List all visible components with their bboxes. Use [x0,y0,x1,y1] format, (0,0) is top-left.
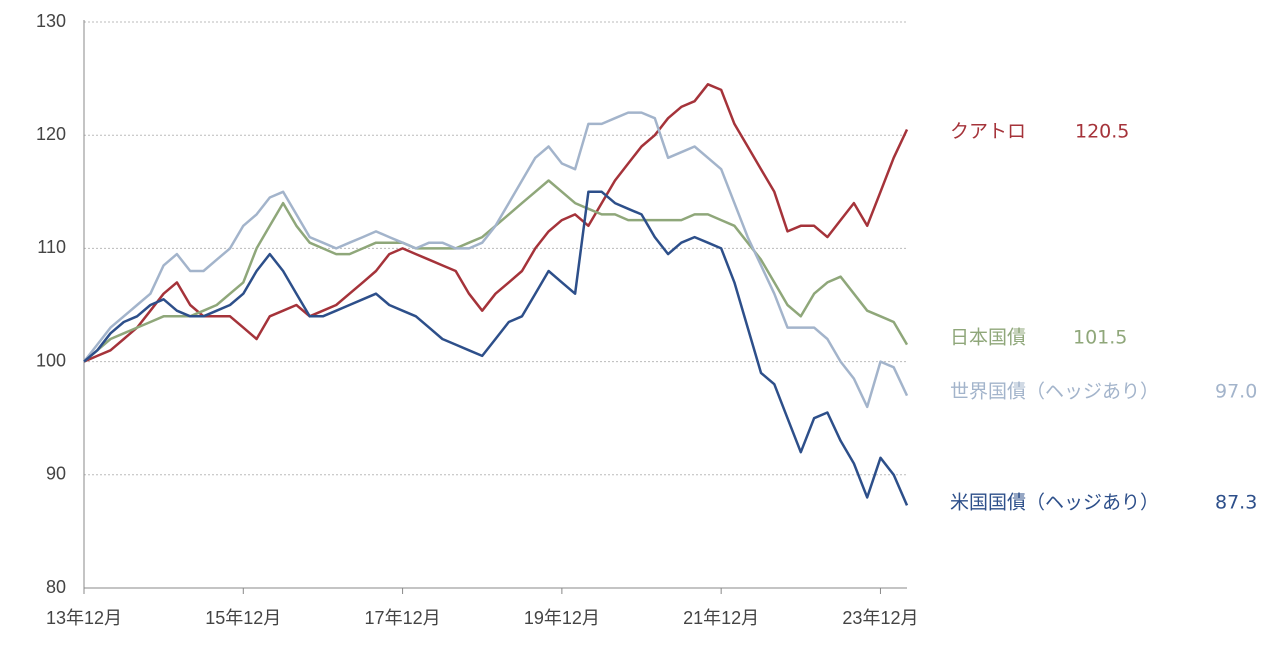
x-tick-label: 17年12月 [365,608,441,628]
series-line [83,190,909,506]
x-tick-label: 19年12月 [524,608,600,628]
end-value-label: 97.0 [1215,381,1257,403]
end-value-label: 101.5 [1073,327,1127,349]
legend-label: 世界国債（ヘッジあり） [950,381,1159,403]
x-tick-label: 13年12月 [46,608,122,628]
y-tick-label: 120 [36,124,66,144]
series-line [83,83,909,363]
x-tick-label: 15年12月 [205,608,281,628]
legend-label: 日本国債 [950,327,1026,349]
end-value-label: 120.5 [1075,121,1129,143]
y-tick-label: 100 [36,350,66,370]
legend-label: クアトロ [950,121,1026,143]
x-tick-label: 23年12月 [842,608,918,628]
y-tick-label: 90 [46,464,66,484]
legend-label: 米国国債（ヘッジあり） [950,492,1159,514]
series-line [83,111,909,409]
x-tick-label: 21年12月 [683,608,759,628]
y-tick-label: 80 [46,577,66,597]
y-tick-label: 110 [37,237,66,257]
y-tick-label: 130 [36,11,66,31]
end-value-label: 87.3 [1215,492,1257,514]
series-line [83,179,909,363]
